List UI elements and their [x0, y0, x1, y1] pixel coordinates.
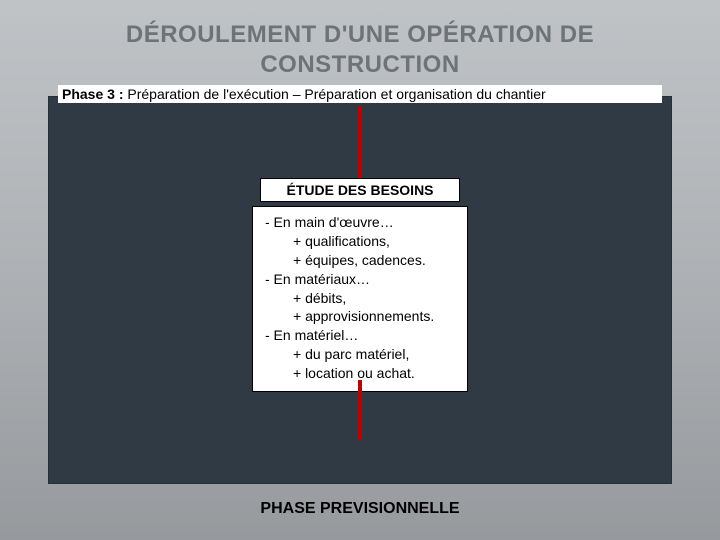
needs-line: - En matériel… [261, 326, 459, 345]
connector-top [358, 106, 362, 178]
needs-line: - En matériaux… [261, 270, 459, 289]
phase-prefix: Phase 3 : [62, 86, 127, 102]
phase-text: Préparation de l'exécution – Préparation… [127, 86, 545, 102]
etude-heading: ÉTUDE DES BESOINS [260, 178, 460, 202]
phase-banner: Phase 3 : Préparation de l'exécution – P… [58, 85, 662, 103]
title-line-2: CONSTRUCTION [0, 50, 720, 80]
needs-box: - En main d'œuvre…+ qualifications,+ équ… [252, 206, 468, 392]
needs-line: + débits, [261, 289, 459, 308]
needs-line: + du parc matériel, [261, 345, 459, 364]
title-line-1: DÉROULEMENT D'UNE OPÉRATION DE [0, 20, 720, 50]
needs-line: - En main d'œuvre… [261, 213, 459, 232]
needs-line: + équipes, cadences. [261, 251, 459, 270]
connector-bottom [358, 380, 362, 440]
needs-line: + approvisionnements. [261, 307, 459, 326]
slide-title: DÉROULEMENT D'UNE OPÉRATION DE CONSTRUCT… [0, 20, 720, 80]
footer-phase-label: PHASE PREVISIONNELLE [0, 500, 720, 518]
needs-line: + qualifications, [261, 232, 459, 251]
